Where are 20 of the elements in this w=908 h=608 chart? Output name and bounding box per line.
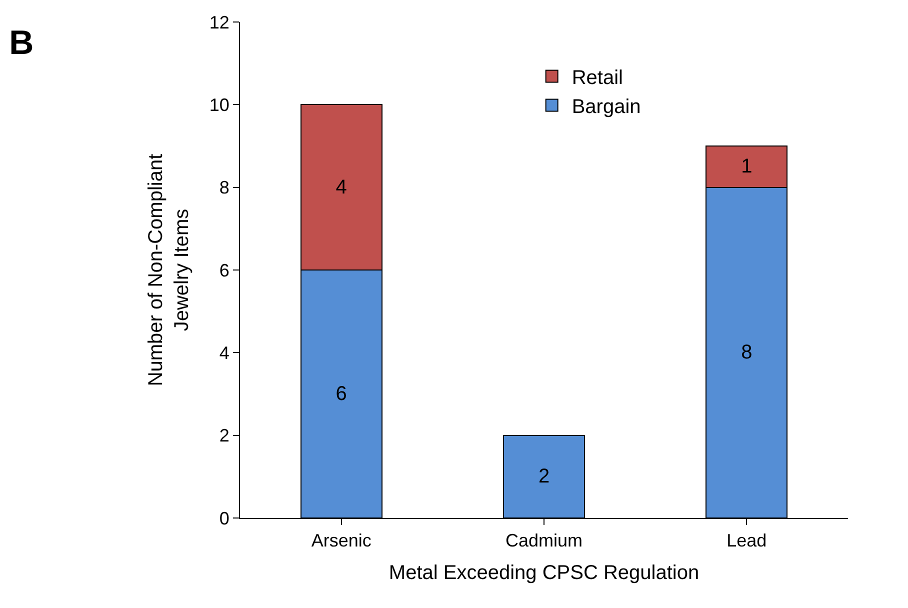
data-label: 6 (336, 383, 347, 405)
y-tick-label: 0 (219, 508, 230, 528)
y-tick-label: 2 (219, 426, 230, 446)
data-label: 4 (336, 176, 347, 198)
y-tick-label: 10 (209, 94, 230, 115)
y-tick-label: 6 (219, 260, 230, 280)
chart-title: B (9, 24, 34, 62)
x-tick-label: Lead (726, 530, 767, 551)
y-tick-label: 8 (219, 178, 230, 198)
data-label: 1 (741, 156, 752, 178)
x-axis-title: Metal Exceeding CPSC Regulation (388, 562, 700, 584)
y-tick-label: 12 (209, 12, 230, 32)
data-label: 8 (741, 342, 752, 364)
legend-label: Retail (572, 67, 623, 90)
data-label: 2 (538, 466, 550, 488)
y-axis-title: Number of Non-Compliant Jewelry Items (144, 153, 193, 386)
legend-label: Bargain (572, 96, 641, 118)
x-tick-label: Arsenic (311, 530, 372, 551)
y-tick-label: 4 (219, 342, 230, 363)
x-tick-label: Cadmium (505, 530, 583, 551)
